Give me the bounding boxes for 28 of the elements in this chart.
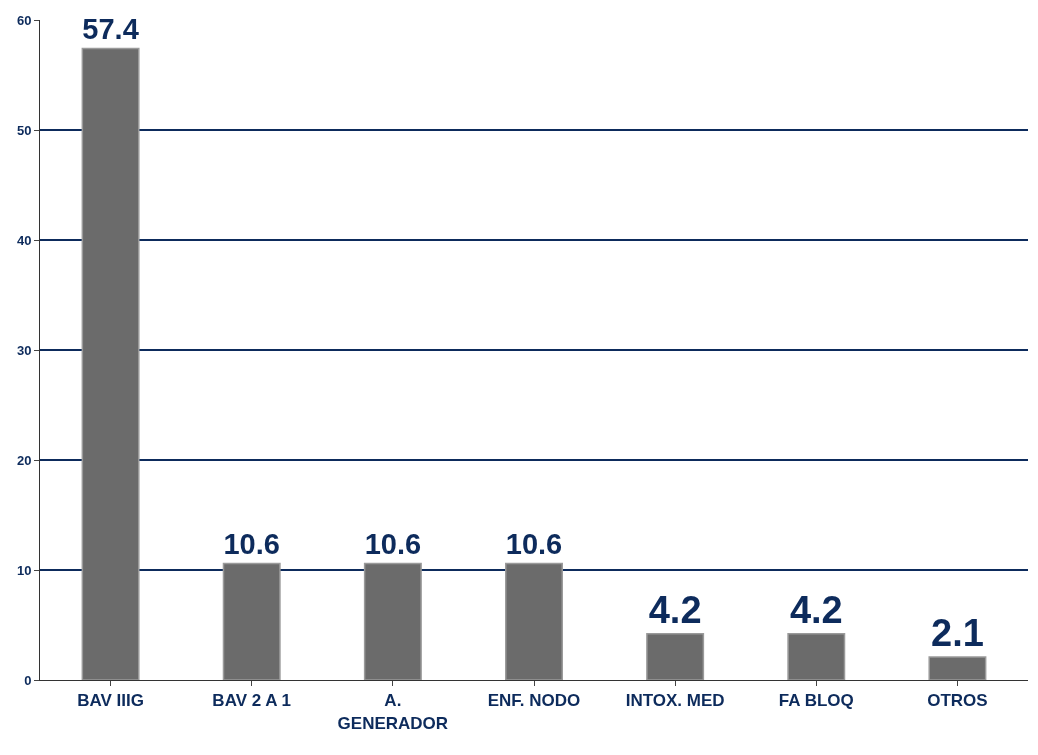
x-tick-label: FA BLOQ	[778, 691, 854, 711]
x-tick-label: A. GENERADOR	[337, 691, 449, 733]
data-label: 57.4	[82, 13, 139, 46]
y-tick-label: 10	[16, 562, 32, 578]
data-label: 4.2	[789, 588, 843, 631]
data-label: 4.2	[648, 588, 702, 631]
bar	[787, 633, 846, 680]
bar	[928, 656, 987, 680]
bar	[505, 562, 563, 680]
y-tick-label: 60	[16, 12, 32, 28]
x-tick-label: ENF. NODO	[487, 691, 581, 711]
bar	[363, 562, 422, 680]
x-tick-label: INTOX. MED	[625, 691, 725, 711]
bar	[81, 47, 140, 680]
y-tick-label: 20	[16, 452, 32, 468]
data-label: 10.6	[505, 528, 563, 561]
x-tick-label: BAV 2 A 1	[212, 691, 292, 711]
bar	[646, 633, 705, 680]
x-tick-label: BAV IIIG	[77, 691, 144, 711]
y-tick-label: 0	[24, 672, 32, 688]
x-tick-label: OTROS	[927, 691, 988, 711]
data-label: 10.6	[223, 528, 280, 561]
bar	[222, 562, 281, 680]
data-label: 10.6	[364, 528, 422, 561]
data-label: 2.1	[931, 611, 984, 654]
y-tick-label: 50	[16, 122, 32, 138]
y-tick-label: 40	[16, 232, 32, 248]
y-tick-label: 30	[16, 342, 32, 358]
